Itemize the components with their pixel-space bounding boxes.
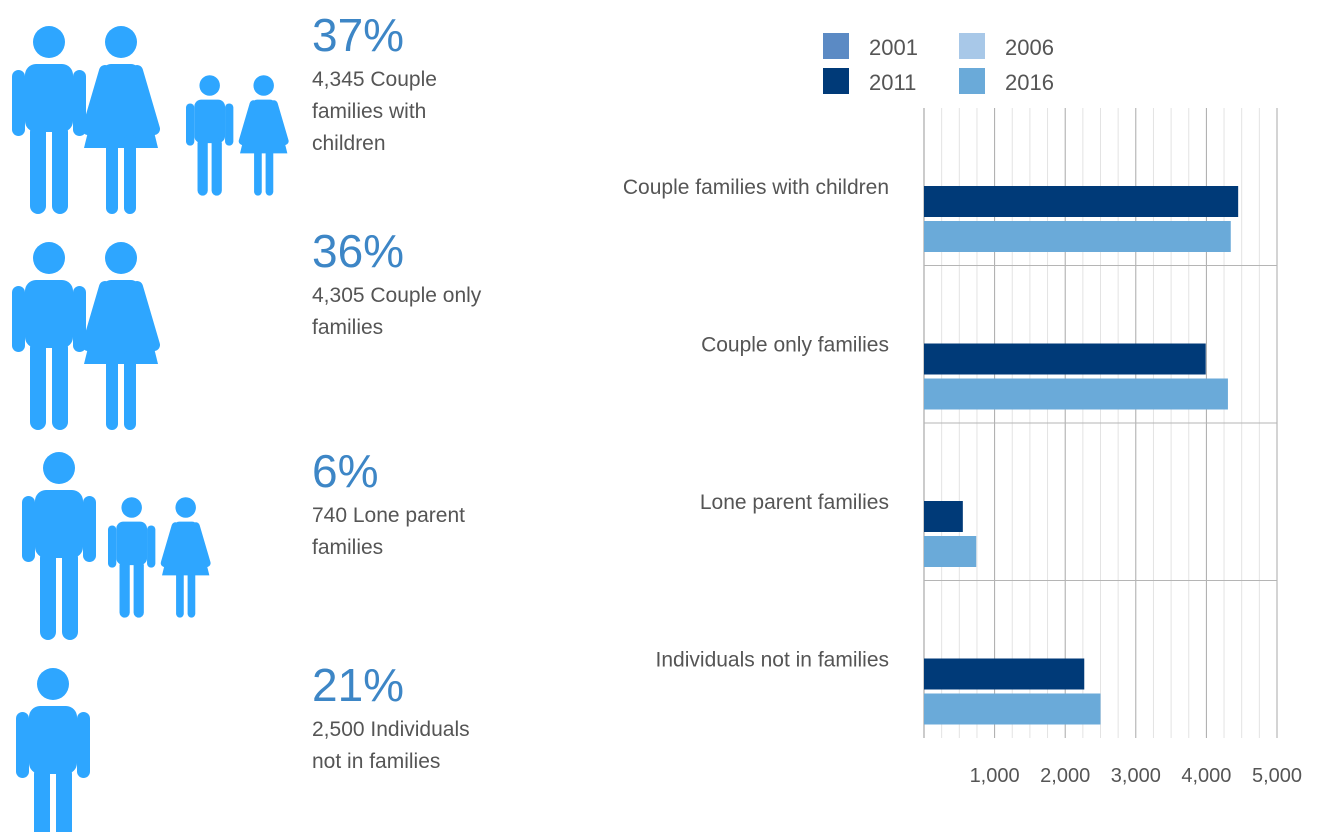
description-line: not in families — [312, 750, 441, 773]
girl-icon — [160, 497, 211, 618]
bar-2011 — [924, 186, 1239, 217]
category-label: Couple only families — [701, 334, 889, 357]
group-description: 2,500 Individuals not in families — [312, 714, 552, 778]
boy-icon — [108, 497, 156, 618]
bar-2016 — [924, 378, 1228, 410]
bar-2016 — [924, 536, 977, 567]
description-line: children — [312, 132, 386, 155]
bar-2011 — [924, 501, 963, 532]
legend-swatch — [823, 33, 849, 59]
woman-icon — [82, 242, 160, 430]
x-tick-label: 5,000 — [1252, 765, 1302, 787]
bar-2011 — [924, 658, 1085, 690]
bar-2011 — [924, 343, 1206, 375]
group-description: 740 Lone parent families — [312, 500, 552, 564]
description-line: 2,500 Individuals — [312, 718, 470, 741]
group-percentage: 6% — [312, 445, 379, 497]
group-description: 4,345 Couple families with children — [312, 64, 552, 160]
x-tick-label: 3,000 — [1111, 765, 1161, 787]
group-icons — [22, 452, 211, 640]
people-icons — [12, 26, 289, 832]
man-icon — [16, 668, 90, 832]
group-icons — [12, 26, 289, 214]
category-label: Individuals not in families — [656, 649, 889, 672]
x-tick-label: 1,000 — [970, 765, 1020, 787]
category-label: Couple families with children — [623, 176, 889, 199]
description-line: families — [312, 536, 384, 559]
man-icon — [12, 242, 86, 430]
legend-item: 2011 — [823, 68, 916, 95]
legend-item: 2006 — [959, 33, 1054, 60]
group-icons — [12, 242, 160, 430]
legend-label: 2016 — [1005, 70, 1054, 95]
description-line: 740 Lone parent — [312, 504, 465, 527]
legend-swatch — [959, 68, 985, 94]
group-stat: 36% 4,305 Couple only families — [312, 228, 552, 344]
description-line: 4,345 Couple — [312, 68, 437, 91]
man-icon — [22, 452, 96, 640]
legend-swatch — [959, 33, 985, 59]
man-icon — [12, 26, 86, 214]
description-line: 4,305 Couple only — [312, 284, 482, 307]
category-label: Lone parent families — [700, 491, 889, 514]
woman-icon — [82, 26, 160, 214]
legend-label: 2011 — [869, 70, 916, 95]
group-stat: 6% 740 Lone parent families — [312, 448, 552, 564]
group-stat: 21% 2,500 Individuals not in families — [312, 662, 552, 778]
group-icons — [16, 668, 90, 832]
group-stat: 37% 4,345 Couple families with children — [312, 12, 552, 160]
girl-icon — [238, 75, 289, 196]
group-percentage: 21% — [312, 659, 405, 711]
x-tick-label: 4,000 — [1181, 765, 1231, 787]
bar-2016 — [924, 221, 1231, 252]
group-percentage: 37% — [312, 9, 405, 61]
boy-icon — [186, 75, 234, 196]
legend-item: 2016 — [959, 68, 1054, 95]
legend-item: 2001 — [823, 33, 918, 60]
legend-label: 2001 — [869, 35, 918, 60]
description-line: families with — [312, 100, 427, 123]
bar-2016 — [924, 693, 1101, 725]
description-line: families — [312, 316, 384, 339]
legend-label: 2006 — [1005, 35, 1054, 60]
x-tick-label: 2,000 — [1040, 765, 1090, 787]
legend-swatch — [823, 68, 849, 94]
group-percentage: 36% — [312, 225, 405, 277]
group-description: 4,305 Couple only families — [312, 280, 552, 344]
